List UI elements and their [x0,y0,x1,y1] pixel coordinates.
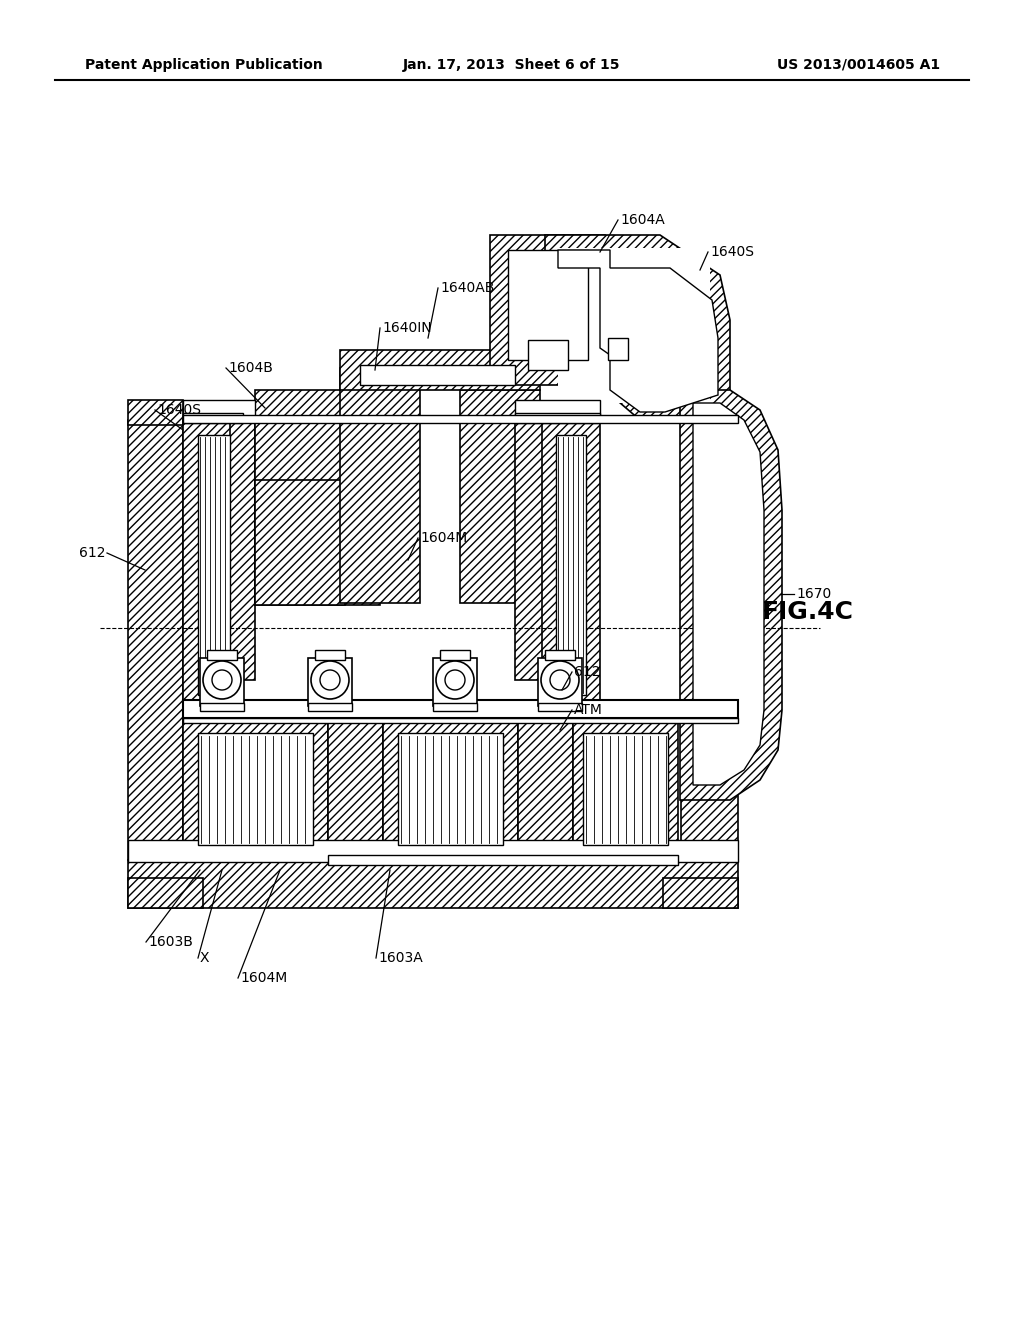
Text: 1604A: 1604A [620,213,665,227]
Circle shape [212,671,232,690]
Text: 1604M: 1604M [420,531,467,545]
Bar [573,719,678,858]
Bar [328,719,383,858]
Bar [183,414,738,422]
Text: 1604B: 1604B [228,360,272,375]
Text: X: X [200,950,210,965]
Bar [198,436,230,696]
Text: 1603A: 1603A [378,950,423,965]
Circle shape [311,661,349,700]
Circle shape [203,661,241,700]
Bar [128,878,203,908]
Text: ATM: ATM [574,704,603,717]
Bar [183,413,243,422]
Bar [518,719,573,858]
Text: 1604M: 1604M [240,972,288,985]
Bar [360,366,515,385]
Bar [528,341,568,370]
Text: 1640S: 1640S [710,246,754,259]
Bar [128,400,183,425]
Bar [340,350,540,389]
Text: Patent Application Publication: Patent Application Publication [85,58,323,73]
Bar [183,718,738,723]
Bar [608,338,628,360]
Bar [128,861,738,908]
Polygon shape [558,249,718,412]
Bar [183,700,738,718]
Bar [556,436,586,696]
Circle shape [319,671,340,690]
Bar [183,719,328,858]
Text: Jan. 17, 2013  Sheet 6 of 15: Jan. 17, 2013 Sheet 6 of 15 [403,58,621,73]
Text: 1603B: 1603B [148,935,193,949]
Bar [515,400,600,422]
Bar [315,649,345,660]
Text: 1640AB: 1640AB [440,281,495,294]
Bar [308,657,352,706]
Bar [183,400,255,422]
Bar [583,733,668,845]
Circle shape [550,671,570,690]
Polygon shape [680,389,782,800]
Bar [508,249,588,360]
Bar [383,719,518,858]
Bar [490,235,605,385]
Bar [128,420,183,861]
Polygon shape [693,403,764,785]
Bar [440,649,470,660]
Text: 1670: 1670 [796,587,831,601]
Circle shape [445,671,465,690]
Bar [308,704,352,711]
Bar [538,657,582,706]
Bar [538,704,582,711]
Text: 1640IN: 1640IN [382,321,432,335]
Circle shape [541,661,579,700]
Polygon shape [545,235,730,420]
Bar [200,657,244,706]
Text: 612: 612 [574,665,600,678]
Bar [255,480,345,605]
Bar [540,420,600,710]
Circle shape [436,661,474,700]
Bar [255,389,380,605]
Bar [433,704,477,711]
Bar [183,420,243,710]
Bar [558,248,710,403]
Text: US 2013/0014605 A1: US 2013/0014605 A1 [777,58,940,73]
Bar [433,657,477,706]
Bar [200,704,244,711]
Bar [340,368,420,603]
Bar [398,733,503,845]
Bar [545,649,575,660]
Text: FIG.4C: FIG.4C [762,601,854,624]
Bar [230,420,255,680]
Bar [198,733,313,845]
Bar [128,840,738,862]
Bar [328,855,678,865]
Text: 612: 612 [79,546,105,560]
Bar [460,389,540,603]
Bar [207,649,237,660]
Bar [663,878,738,908]
Bar [681,420,738,861]
Text: 1640S: 1640S [157,403,201,417]
Bar [515,413,600,422]
Bar [515,420,542,680]
